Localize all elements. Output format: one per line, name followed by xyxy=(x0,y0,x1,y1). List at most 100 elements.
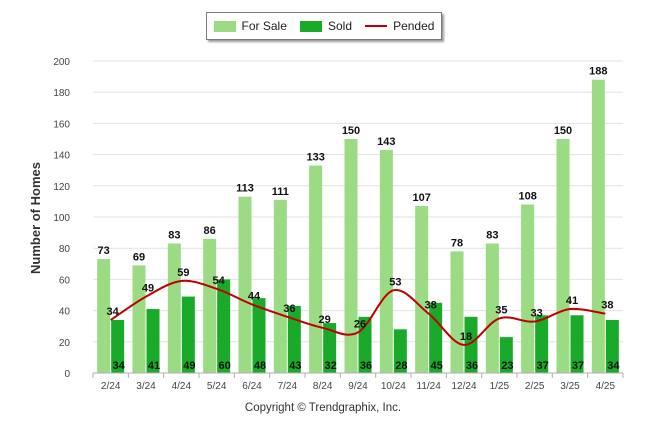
bar-sold xyxy=(358,316,372,373)
bar-for-sale xyxy=(521,204,535,373)
data-label-pended: 34 xyxy=(107,306,120,318)
bar-sold xyxy=(499,337,513,373)
legend-label-for-sale: For Sale xyxy=(241,19,287,33)
y-tick-label: 0 xyxy=(64,369,70,380)
x-tick-label: 4/25 xyxy=(596,381,616,392)
bars xyxy=(97,79,619,373)
bar-sold xyxy=(464,316,478,373)
bar-for-sale xyxy=(485,243,499,373)
bar-for-sale xyxy=(309,165,323,373)
data-label-pended: 33 xyxy=(531,308,543,320)
data-label-pended: 53 xyxy=(389,276,401,288)
data-label-pended: 44 xyxy=(248,290,261,302)
data-label-pended: 41 xyxy=(566,295,578,307)
x-tick-label: 7/24 xyxy=(278,381,298,392)
data-label-pended: 38 xyxy=(601,300,613,312)
data-label-for-sale: 113 xyxy=(236,183,254,195)
data-label-pended: 35 xyxy=(495,304,507,316)
grid-lines xyxy=(93,60,623,343)
data-label-pended: 49 xyxy=(142,283,154,295)
x-tick-label: 1/25 xyxy=(490,381,510,392)
legend-label-pended: Pended xyxy=(393,19,435,33)
x-tick-label: 11/24 xyxy=(417,381,442,392)
bar-for-sale xyxy=(238,196,252,373)
data-label-sold: 32 xyxy=(325,360,337,372)
data-label-for-sale: 107 xyxy=(412,192,430,204)
bar-for-sale xyxy=(450,251,464,373)
legend: For Sale Sold Pended xyxy=(206,12,442,40)
x-tick-label: 3/24 xyxy=(136,381,156,392)
series-line-pended xyxy=(110,279,606,346)
x-tick-label: 4/24 xyxy=(172,381,192,392)
data-label-for-sale: 108 xyxy=(518,191,536,203)
y-tick-label: 60 xyxy=(59,275,71,286)
sold-swatch-icon xyxy=(299,20,322,32)
legend-label-sold: Sold xyxy=(327,19,352,33)
data-label-pended: 29 xyxy=(319,314,331,326)
data-label-for-sale: 143 xyxy=(377,136,395,148)
y-tick-label: 160 xyxy=(53,119,70,130)
bar-sold xyxy=(146,309,160,373)
y-tick-label: 180 xyxy=(53,88,70,99)
y-tick-label: 40 xyxy=(59,307,71,318)
data-label-for-sale: 111 xyxy=(272,186,289,198)
for-sale-swatch-icon xyxy=(213,20,236,32)
data-label-pended: 59 xyxy=(177,267,189,279)
bar-sold xyxy=(287,305,301,373)
data-label-sold: 60 xyxy=(219,360,231,372)
data-label-pended: 38 xyxy=(425,300,437,312)
data-label-pended: 18 xyxy=(460,331,472,343)
data-label-pended: 26 xyxy=(354,318,366,330)
legend-item-pended[interactable]: Pended xyxy=(365,19,434,33)
bar-for-sale xyxy=(344,139,358,373)
y-tick-label: 100 xyxy=(53,213,70,224)
data-label-for-sale: 78 xyxy=(451,237,463,249)
x-axis-ticks: 2/24 3/24 4/24 5/24 6/24 7/24 8/24 9/24 10/24 11/… xyxy=(92,373,624,392)
data-label-sold: 36 xyxy=(466,360,478,372)
bar-for-sale xyxy=(273,199,287,373)
bar-for-sale xyxy=(132,265,146,373)
y-tick-label: 140 xyxy=(53,151,70,162)
pended-line-swatch-icon xyxy=(365,25,388,27)
data-label-for-sale: 86 xyxy=(204,225,216,237)
data-label-pended: 54 xyxy=(213,275,226,287)
data-label-sold: 45 xyxy=(431,360,443,372)
legend-item-for-sale[interactable]: For Sale xyxy=(213,19,287,33)
x-tick-label: 8/24 xyxy=(313,381,333,392)
data-labels: 73 34 34 69 41 49 83 49 59 86 60 54 113 48 44 111 43 36 13… xyxy=(98,66,621,372)
data-label-sold: 34 xyxy=(113,360,126,372)
bar-for-sale xyxy=(379,149,393,373)
data-label-for-sale: 73 xyxy=(98,245,110,257)
y-axis-label: Number of Homes xyxy=(28,162,43,274)
bar-sold xyxy=(393,329,407,373)
y-tick-label: 200 xyxy=(53,57,70,68)
data-label-sold: 28 xyxy=(395,360,407,372)
bar-for-sale xyxy=(167,243,181,373)
bar-sold xyxy=(570,315,584,373)
data-label-for-sale: 83 xyxy=(168,230,180,242)
bar-for-sale xyxy=(556,139,570,373)
x-tick-label: 12/24 xyxy=(451,381,476,392)
x-tick-label: 6/24 xyxy=(242,381,262,392)
bar-for-sale xyxy=(97,259,111,373)
y-tick-label: 120 xyxy=(53,182,70,193)
x-tick-label: 2/25 xyxy=(525,381,545,392)
bar-for-sale xyxy=(591,79,605,373)
data-label-for-sale: 69 xyxy=(133,251,145,263)
copyright-text: Copyright © Trendgraphix, Inc. xyxy=(244,402,402,414)
bar-for-sale xyxy=(415,206,429,373)
y-axis-ticks: 0 20 40 60 80 100 120 140 160 180 200 xyxy=(53,57,70,380)
legend-item-sold[interactable]: Sold xyxy=(299,19,352,33)
data-label-sold: 37 xyxy=(572,360,584,372)
bar-sold xyxy=(605,319,619,373)
data-label-sold: 23 xyxy=(501,360,513,372)
data-label-sold: 37 xyxy=(537,360,549,372)
x-tick-label: 3/25 xyxy=(560,381,580,392)
data-label-sold: 41 xyxy=(148,360,160,372)
data-label-for-sale: 83 xyxy=(486,230,498,242)
data-label-for-sale: 150 xyxy=(342,125,360,137)
data-label-sold: 49 xyxy=(183,360,195,372)
data-label-sold: 36 xyxy=(360,360,372,372)
